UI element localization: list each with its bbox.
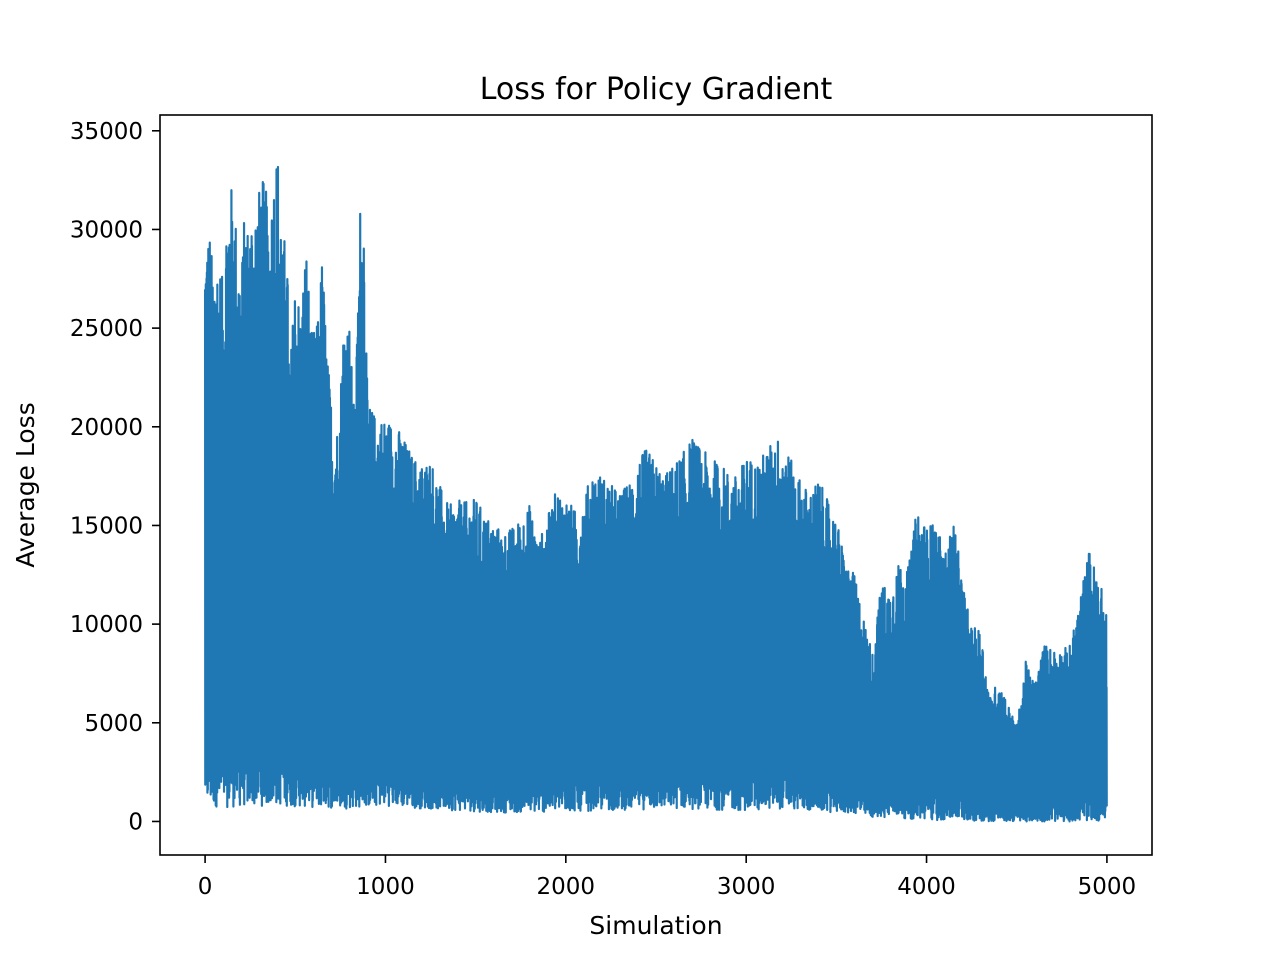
series-line: [203, 165, 1108, 823]
axes-frame: [159, 114, 1153, 856]
x-tick-label: 1000: [356, 874, 415, 900]
y-tick-label: 15000: [70, 513, 143, 539]
y-tick-label: 0: [128, 809, 143, 835]
y-tick-label: 35000: [70, 119, 143, 145]
y-axis: 0 5000 10000 15000 20000 25000 30000 35000: [70, 119, 160, 835]
x-axis: 0 1000 2000 3000 4000 5000: [198, 855, 1136, 900]
y-tick-label: 30000: [70, 217, 143, 243]
x-axis-label: Simulation: [589, 911, 722, 940]
x-tick-label: 5000: [1078, 874, 1137, 900]
x-tick-label: 3000: [717, 874, 776, 900]
x-tick-label: 0: [198, 874, 213, 900]
y-tick-label: 10000: [70, 612, 143, 638]
y-tick-label: 20000: [70, 415, 143, 441]
y-axis-label: Average Loss: [11, 402, 40, 567]
chart-title: Loss for Policy Gradient: [480, 72, 833, 107]
y-tick-label: 25000: [70, 316, 143, 342]
plot-area: [203, 165, 1108, 823]
x-tick-label: 2000: [537, 874, 596, 900]
x-tick-label: 4000: [897, 874, 956, 900]
y-tick-label: 5000: [84, 711, 143, 737]
